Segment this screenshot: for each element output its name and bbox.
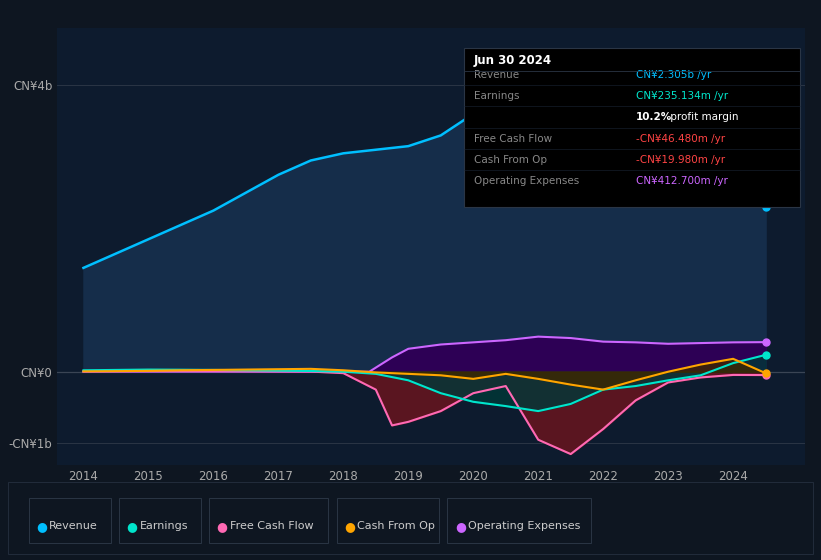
Text: Cash From Op: Cash From Op (357, 521, 435, 531)
Text: Free Cash Flow: Free Cash Flow (230, 521, 314, 531)
Text: Revenue: Revenue (474, 70, 519, 80)
Text: Free Cash Flow: Free Cash Flow (474, 134, 552, 144)
Text: CN¥412.700m /yr: CN¥412.700m /yr (636, 176, 728, 186)
Text: Revenue: Revenue (49, 521, 98, 531)
Text: ●: ● (217, 520, 227, 533)
Text: -CN¥19.980m /yr: -CN¥19.980m /yr (636, 155, 726, 165)
Text: -CN¥46.480m /yr: -CN¥46.480m /yr (636, 134, 726, 144)
Text: Jun 30 2024: Jun 30 2024 (474, 54, 552, 67)
Text: ●: ● (36, 520, 47, 533)
Text: Operating Expenses: Operating Expenses (474, 176, 579, 186)
Text: profit margin: profit margin (667, 113, 739, 123)
Text: Earnings: Earnings (474, 91, 519, 101)
Text: ●: ● (455, 520, 466, 533)
Text: CN¥235.134m /yr: CN¥235.134m /yr (636, 91, 728, 101)
Text: ●: ● (344, 520, 355, 533)
Text: Earnings: Earnings (140, 521, 188, 531)
Text: Cash From Op: Cash From Op (474, 155, 547, 165)
Text: 10.2%: 10.2% (636, 113, 672, 123)
Text: ●: ● (126, 520, 137, 533)
Text: Operating Expenses: Operating Expenses (468, 521, 580, 531)
Text: CN¥2.305b /yr: CN¥2.305b /yr (636, 70, 712, 80)
